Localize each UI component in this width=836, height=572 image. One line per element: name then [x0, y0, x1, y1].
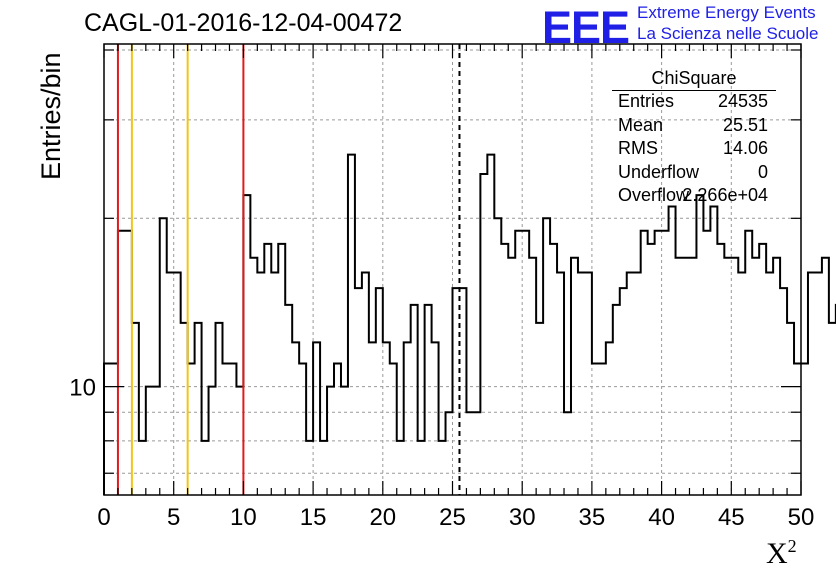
- stats-key: Entries: [618, 91, 675, 111]
- y-tick-label: 10: [69, 375, 96, 402]
- stats-row-rms: RMS 14.06: [612, 138, 776, 162]
- stats-value: 0: [757, 161, 768, 182]
- chart-title: CAGL-01-2016-12-04-00472: [84, 9, 403, 37]
- x-tick-label: 5: [167, 504, 180, 531]
- x-tick-label: 35: [579, 504, 606, 531]
- stats-row-mean: Mean 25.51: [612, 115, 776, 139]
- histogram-series: [103, 153, 836, 495]
- x-axis-label-superscript: 2: [787, 536, 797, 556]
- x-tick-label: 40: [648, 504, 675, 531]
- x-tick-label: 10: [230, 504, 257, 531]
- stats-value: 24535: [717, 91, 768, 111]
- x-tick-label: 30: [509, 504, 536, 531]
- stats-value: 14.06: [722, 138, 768, 158]
- stats-row-overflow: Overflow 2.266e+04: [612, 185, 776, 209]
- x-axis-label-base: X: [766, 537, 788, 570]
- stats-value: 25.51: [722, 114, 768, 135]
- stats-key: Mean: [618, 114, 664, 135]
- stats-row-underflow: Underflow 0: [612, 162, 776, 186]
- x-tick-label: 20: [369, 504, 396, 531]
- x-tick-label: 50: [788, 504, 815, 531]
- stats-row-entries: Entries 24535: [612, 91, 776, 115]
- x-tick-label: 15: [300, 504, 327, 531]
- y-axis-label-wrap: Entries/bin: [2, 40, 66, 180]
- eee-logo: EEE: [542, 2, 630, 53]
- logo-line-1: Extreme Energy Events: [637, 3, 816, 22]
- stats-key: Overflow: [618, 185, 690, 205]
- stats-key: Underflow: [618, 161, 700, 182]
- stats-key: RMS: [618, 138, 658, 158]
- stats-title: ChiSquare: [612, 66, 776, 91]
- x-tick-label: 45: [718, 504, 745, 531]
- logo-line-2: La Scienza nelle Scuole: [637, 24, 819, 43]
- stats-value: 2.266e+04: [682, 185, 768, 205]
- y-axis-label: Entries/bin: [36, 52, 66, 180]
- x-tick-label: 0: [97, 504, 110, 531]
- stats-box: ChiSquare Entries 24535 Mean 25.51 RMS 14.0…: [612, 66, 776, 209]
- x-axis-label: X2: [766, 536, 797, 571]
- x-tick-label: 25: [439, 504, 466, 531]
